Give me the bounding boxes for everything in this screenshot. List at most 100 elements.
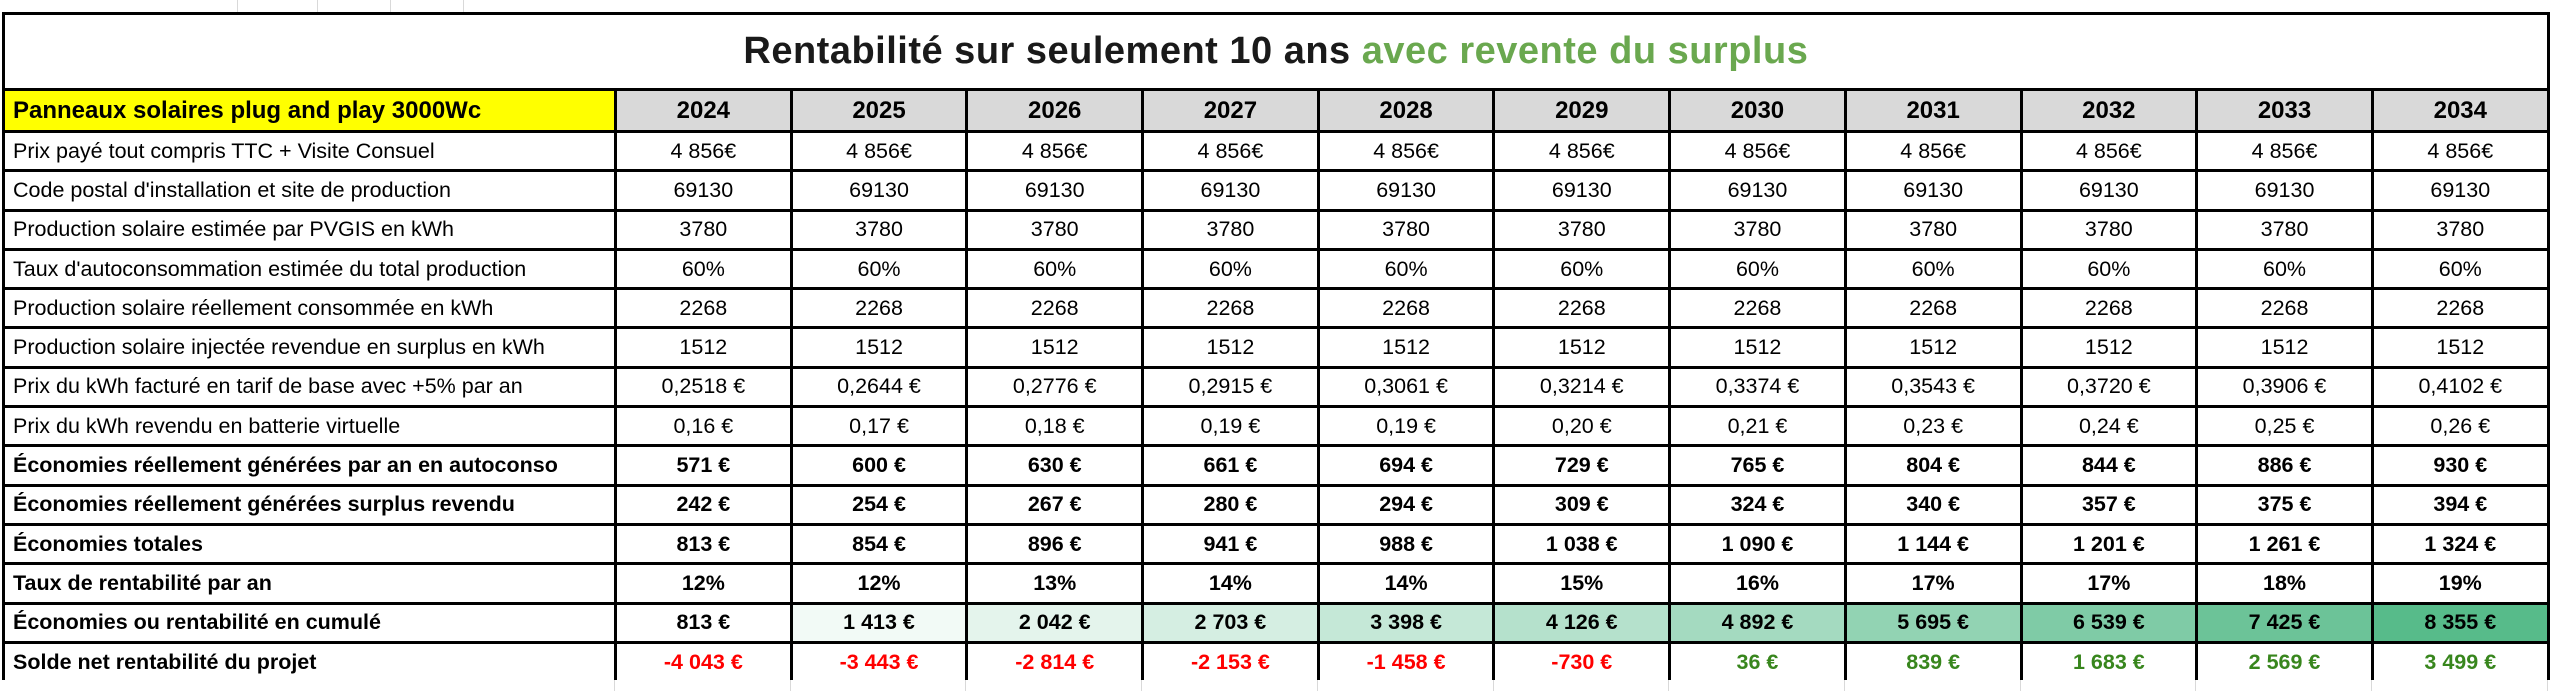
value-cell[interactable]: 0,20 € — [1492, 405, 1672, 448]
value-cell[interactable]: 0,3374 € — [1668, 365, 1847, 409]
value-cell[interactable]: 1 201 € — [2019, 522, 2199, 566]
value-cell[interactable]: 0,16 € — [614, 405, 793, 448]
value-cell[interactable]: -4 043 € — [614, 640, 793, 684]
value-cell[interactable]: 2268 — [1668, 287, 1847, 330]
value-cell[interactable]: -730 € — [1492, 640, 1672, 684]
value-cell[interactable]: -2 814 € — [965, 640, 1145, 684]
value-cell[interactable]: 69130 — [614, 169, 793, 212]
value-cell[interactable]: 60% — [2370, 247, 2550, 291]
value-cell[interactable]: 2 042 € — [965, 601, 1145, 644]
value-cell[interactable]: 60% — [1668, 247, 1847, 291]
value-cell[interactable]: 60% — [965, 247, 1145, 291]
value-cell[interactable]: 1512 — [1668, 326, 1847, 369]
value-cell[interactable]: 930 € — [2370, 444, 2550, 487]
value-cell[interactable]: 1512 — [2019, 326, 2199, 369]
value-cell[interactable]: 394 € — [2370, 483, 2550, 526]
value-cell[interactable]: 0,2915 € — [1141, 365, 1320, 409]
value-cell[interactable]: 4 126 € — [1492, 601, 1672, 644]
value-cell[interactable]: 242 € — [614, 483, 793, 526]
value-cell[interactable]: 69130 — [1668, 169, 1847, 212]
value-cell[interactable]: 1512 — [1492, 326, 1672, 369]
value-cell[interactable]: 17% — [1843, 562, 2023, 605]
value-cell[interactable]: 4 856€ — [1316, 129, 1496, 173]
value-cell[interactable]: 18% — [2195, 562, 2374, 605]
value-cell[interactable]: 14% — [1141, 562, 1320, 605]
value-cell[interactable]: 0,21 € — [1668, 405, 1847, 448]
year-header-cell[interactable]: 2027 — [1141, 88, 1320, 133]
value-cell[interactable]: 0,26 € — [2370, 405, 2550, 448]
year-header-cell[interactable]: 2026 — [965, 88, 1145, 133]
value-cell[interactable]: 7 425 € — [2195, 601, 2374, 644]
value-cell[interactable]: 3780 — [614, 208, 793, 251]
value-cell[interactable]: 813 € — [614, 601, 793, 644]
value-cell[interactable]: 3780 — [2195, 208, 2374, 251]
value-cell[interactable]: 0,3543 € — [1843, 365, 2023, 409]
value-cell[interactable]: 324 € — [1668, 483, 1847, 526]
value-cell[interactable]: 69130 — [1492, 169, 1672, 212]
row-label-cell[interactable]: Économies totales — [2, 522, 617, 566]
value-cell[interactable]: 280 € — [1141, 483, 1320, 526]
value-cell[interactable]: 254 € — [789, 483, 969, 526]
value-cell[interactable]: 2 703 € — [1141, 601, 1320, 644]
value-cell[interactable]: 60% — [1316, 247, 1496, 291]
value-cell[interactable]: 2 569 € — [2195, 640, 2374, 684]
value-cell[interactable]: 3780 — [789, 208, 969, 251]
value-cell[interactable]: 3780 — [1668, 208, 1847, 251]
value-cell[interactable]: 3780 — [1492, 208, 1672, 251]
value-cell[interactable]: 1 144 € — [1843, 522, 2023, 566]
value-cell[interactable]: 12% — [614, 562, 793, 605]
value-cell[interactable]: 0,3720 € — [2019, 365, 2199, 409]
value-cell[interactable]: 294 € — [1316, 483, 1496, 526]
row-label-cell[interactable]: Solde net rentabilité du projet — [2, 640, 617, 684]
value-cell[interactable]: 1512 — [2370, 326, 2550, 369]
value-cell[interactable]: 0,3214 € — [1492, 365, 1672, 409]
value-cell[interactable]: 36 € — [1668, 640, 1847, 684]
value-cell[interactable]: 14% — [1316, 562, 1496, 605]
value-cell[interactable]: 1 261 € — [2195, 522, 2374, 566]
value-cell[interactable]: 2268 — [965, 287, 1145, 330]
value-cell[interactable]: 2268 — [2019, 287, 2199, 330]
row-label-cell[interactable]: Production solaire estimée par PVGIS en … — [2, 208, 617, 251]
value-cell[interactable]: 1512 — [2195, 326, 2374, 369]
value-cell[interactable]: 2268 — [614, 287, 793, 330]
value-cell[interactable]: 1 413 € — [789, 601, 969, 644]
value-cell[interactable]: 69130 — [2195, 169, 2374, 212]
value-cell[interactable]: 0,4102 € — [2370, 365, 2550, 409]
value-cell[interactable]: 661 € — [1141, 444, 1320, 487]
year-header-cell[interactable]: 2032 — [2019, 88, 2199, 133]
value-cell[interactable]: 69130 — [2370, 169, 2550, 212]
value-cell[interactable]: 571 € — [614, 444, 793, 487]
value-cell[interactable]: 3 398 € — [1316, 601, 1496, 644]
value-cell[interactable]: 1 090 € — [1668, 522, 1847, 566]
row-label-cell[interactable]: Code postal d'installation et site de pr… — [2, 169, 617, 212]
value-cell[interactable]: 3780 — [2370, 208, 2550, 251]
value-cell[interactable]: -2 153 € — [1141, 640, 1320, 684]
year-header-cell[interactable]: 2024 — [614, 88, 793, 133]
row-label-cell[interactable]: Prix du kWh facturé en tarif de base ave… — [2, 365, 617, 409]
title-cell[interactable]: Rentabilité sur seulement 10 ans avec re… — [2, 12, 2550, 91]
value-cell[interactable]: 1 324 € — [2370, 522, 2550, 566]
value-cell[interactable]: 60% — [1141, 247, 1320, 291]
value-cell[interactable]: 267 € — [965, 483, 1145, 526]
value-cell[interactable]: 3780 — [2019, 208, 2199, 251]
value-cell[interactable]: 5 695 € — [1843, 601, 2023, 644]
value-cell[interactable]: 340 € — [1843, 483, 2023, 526]
year-header-cell[interactable]: 2031 — [1843, 88, 2023, 133]
value-cell[interactable]: 17% — [2019, 562, 2199, 605]
value-cell[interactable]: 309 € — [1492, 483, 1672, 526]
value-cell[interactable]: 8 355 € — [2370, 601, 2550, 644]
row-label-cell[interactable]: Production solaire injectée revendue en … — [2, 326, 617, 369]
value-cell[interactable]: 2268 — [1492, 287, 1672, 330]
value-cell[interactable]: 0,3061 € — [1316, 365, 1496, 409]
value-cell[interactable]: 0,3906 € — [2195, 365, 2374, 409]
value-cell[interactable]: 69130 — [789, 169, 969, 212]
value-cell[interactable]: 1512 — [614, 326, 793, 369]
value-cell[interactable]: 2268 — [2370, 287, 2550, 330]
value-cell[interactable]: 0,17 € — [789, 405, 969, 448]
value-cell[interactable]: 1512 — [1316, 326, 1496, 369]
value-cell[interactable]: 0,18 € — [965, 405, 1145, 448]
year-header-cell[interactable]: 2028 — [1316, 88, 1496, 133]
value-cell[interactable]: 60% — [789, 247, 969, 291]
value-cell[interactable]: 16% — [1668, 562, 1847, 605]
row-label-cell[interactable]: Économies ou rentabilité en cumulé — [2, 601, 617, 644]
